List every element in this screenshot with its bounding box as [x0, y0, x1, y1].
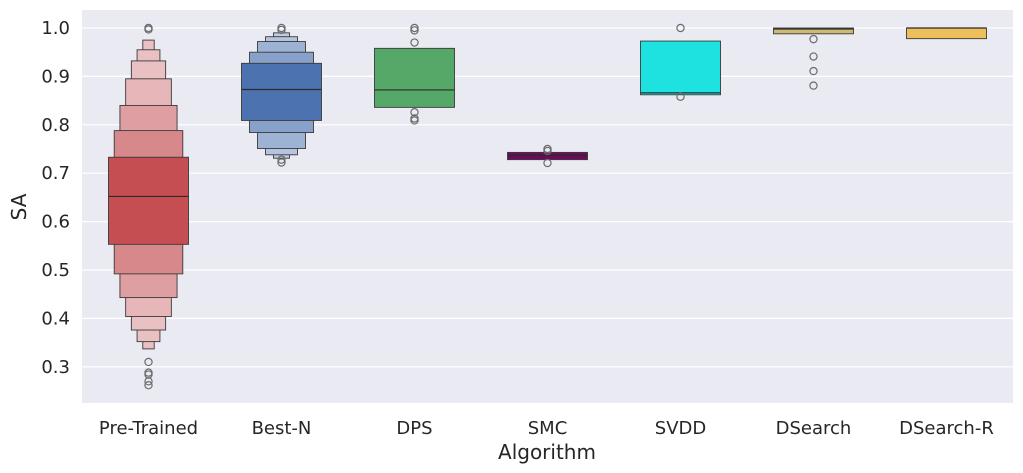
outlier-point	[676, 23, 685, 33]
y-tick-label: 0.4	[41, 308, 70, 329]
x-tick-label: Pre-Trained	[99, 418, 198, 439]
outlier-point	[277, 158, 286, 167]
x-tick-label: DPS	[396, 418, 432, 439]
outlier-point	[410, 116, 419, 125]
outlier-point	[809, 34, 818, 44]
x-tick-label: SVDD	[655, 418, 706, 439]
x-axis-title: Algorithm	[498, 440, 596, 464]
y-tick-label: 0.5	[41, 260, 70, 281]
series-dsearch	[773, 27, 854, 90]
outlier-point	[144, 23, 153, 33]
outlier-point	[410, 23, 419, 33]
boxen-box	[773, 27, 854, 35]
outlier-point	[144, 377, 153, 386]
series-dsearch-r	[906, 27, 987, 40]
x-tick-label: DSearch	[776, 418, 852, 439]
outlier-point	[809, 52, 818, 61]
outlier-point	[809, 81, 818, 90]
boxen-series	[108, 23, 987, 390]
series-smc	[507, 144, 588, 168]
series-dps	[374, 23, 455, 125]
outlier-point	[277, 23, 286, 33]
grid-lines	[82, 27, 1013, 368]
outlier-point	[543, 146, 552, 156]
outlier-point	[809, 66, 818, 76]
y-tick-label: 0.3	[41, 357, 70, 378]
outlier-point	[543, 158, 552, 168]
series-svdd	[640, 23, 721, 101]
outlier-point	[410, 38, 419, 47]
x-tick-label: DSearch-R	[899, 418, 994, 439]
boxen-box	[507, 151, 588, 161]
x-tick-label: Best-N	[252, 418, 312, 439]
y-tick-label: 0.6	[41, 212, 70, 233]
boxen-box	[374, 47, 455, 108]
series-pre-trained	[108, 23, 189, 390]
y-tick-label: 0.8	[41, 115, 70, 136]
outlier-point	[144, 380, 153, 390]
y-tick-label: 0.9	[41, 66, 70, 87]
boxen-box	[906, 27, 987, 40]
y-axis-title: SA	[7, 193, 31, 220]
boxen-box	[108, 156, 189, 245]
y-tick-labels: 0.3 0.4 0.5 0.6 0.7 0.8 0.9 1.0	[41, 18, 70, 378]
y-tick-label: 0.7	[41, 163, 70, 184]
series-best-n	[241, 23, 322, 167]
y-tick-label: 1.0	[41, 18, 70, 39]
boxen-box	[241, 62, 322, 121]
outlier-point	[277, 155, 286, 164]
outlier-point	[410, 26, 419, 35]
x-tick-label: SMC	[528, 418, 568, 439]
x-tick-labels: Pre-Trained Best-N DPS SMC SVDD DSearch DSearc…	[99, 418, 994, 439]
outlier-point	[676, 92, 685, 101]
plot-background	[82, 10, 1013, 403]
boxen-box	[640, 40, 721, 96]
outlier-point	[410, 108, 419, 117]
outlier-point	[144, 357, 153, 367]
